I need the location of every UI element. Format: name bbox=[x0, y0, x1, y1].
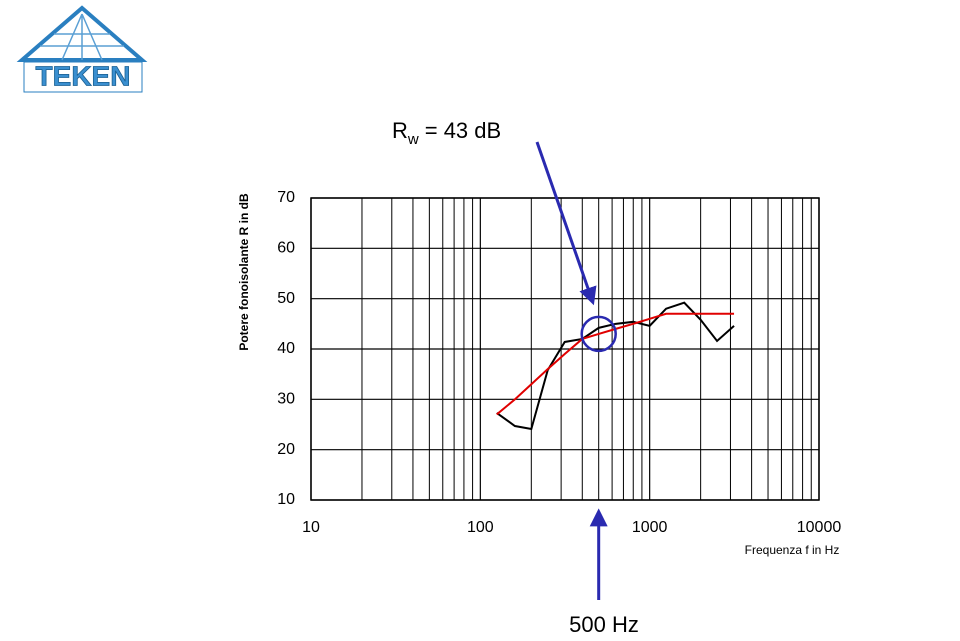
x-tick-label: 1000 bbox=[632, 519, 668, 536]
plot-frame bbox=[310, 197, 820, 501]
annotation-symbol: R bbox=[392, 118, 408, 143]
logo: TEKEN bbox=[16, 5, 148, 93]
y-tick-label: 30 bbox=[277, 391, 295, 408]
y-tick-label: 40 bbox=[277, 340, 295, 357]
y-tick-label: 10 bbox=[277, 491, 295, 508]
pointer-label: 500 Hz bbox=[569, 612, 639, 637]
logo-text: TEKEN bbox=[36, 60, 131, 91]
x-tick-label: 10 bbox=[302, 519, 320, 536]
x-tick-label: 10000 bbox=[797, 519, 842, 536]
x-tick-label: 100 bbox=[467, 519, 494, 536]
annotation: Rw = 43 dB bbox=[392, 118, 501, 148]
annotation-text: = 43 dB bbox=[425, 118, 501, 143]
y-tick-label: 50 bbox=[277, 290, 295, 307]
y-tick-label: 70 bbox=[277, 189, 295, 206]
y-tick-label: 20 bbox=[277, 441, 295, 458]
y-axis-label: Potere fonoisolante R in dB bbox=[237, 193, 251, 351]
annotation-marker bbox=[580, 315, 617, 353]
y-tick-label: 60 bbox=[277, 240, 295, 257]
annotation-subscript: w bbox=[407, 131, 419, 148]
annotation-arrow bbox=[535, 141, 597, 306]
x-axis-label: Frequenza f in Hz bbox=[745, 543, 840, 557]
data-line bbox=[496, 301, 735, 431]
